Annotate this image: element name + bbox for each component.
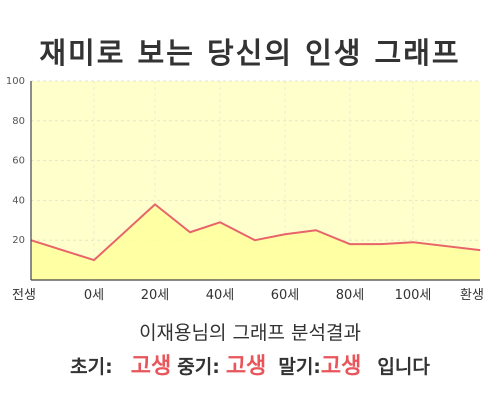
- series-point: [254, 239, 256, 241]
- y-tick-label: 100: [6, 76, 25, 87]
- y-tick-label: 80: [12, 116, 25, 127]
- late-label: 말기:: [278, 356, 321, 378]
- series-point: [479, 249, 481, 251]
- series-point: [349, 243, 351, 245]
- series-point: [284, 233, 286, 235]
- suffix-text: 입니다: [377, 356, 430, 378]
- y-tick-label: 20: [12, 235, 25, 246]
- series-point: [219, 221, 221, 223]
- tick-labels: 20 40 60 80 100 전생 0세 20세 40세 60세 80세 100세 환생: [6, 76, 484, 303]
- mid-value: 고생: [225, 354, 267, 379]
- series-point: [315, 229, 317, 231]
- y-tick-label: 40: [12, 195, 25, 206]
- x-tick-label: 20세: [141, 288, 170, 303]
- series-point: [379, 243, 381, 245]
- early-value: 고생: [130, 354, 172, 379]
- x-tick-label: 환생: [460, 288, 484, 303]
- series-point: [412, 241, 414, 243]
- axes: [30, 81, 480, 281]
- x-tick-label: 80세: [336, 288, 365, 303]
- page-title: 재미로 보는 당신의 인생 그래프: [39, 36, 461, 70]
- x-tick-label: 40세: [206, 288, 235, 303]
- series-area: [31, 204, 480, 280]
- late-value: 고생: [320, 354, 362, 379]
- x-tick-label: 100세: [395, 288, 432, 303]
- x-tick-label: 60세: [271, 288, 300, 303]
- series-line: [30, 203, 481, 262]
- area-fill: [30, 203, 481, 280]
- analysis-summary: 이재용님의 그래프 분석결과: [139, 322, 361, 344]
- early-label: 초기:: [70, 356, 113, 378]
- life-graph-chart: 20 40 60 80 100 전생 0세 20세 40세 60세 80세 100세 환생: [6, 76, 484, 303]
- series-point: [93, 259, 95, 261]
- analysis-result: 초기: 고생 중기: 고생 말기:고생 입니다: [0, 348, 500, 380]
- series-point: [189, 231, 191, 233]
- y-tick-label: 60: [12, 156, 25, 167]
- mid-label: 중기:: [177, 356, 220, 378]
- series-point: [154, 203, 156, 205]
- x-tick-label: 0세: [84, 288, 104, 303]
- x-tick-label: 전생: [12, 288, 36, 303]
